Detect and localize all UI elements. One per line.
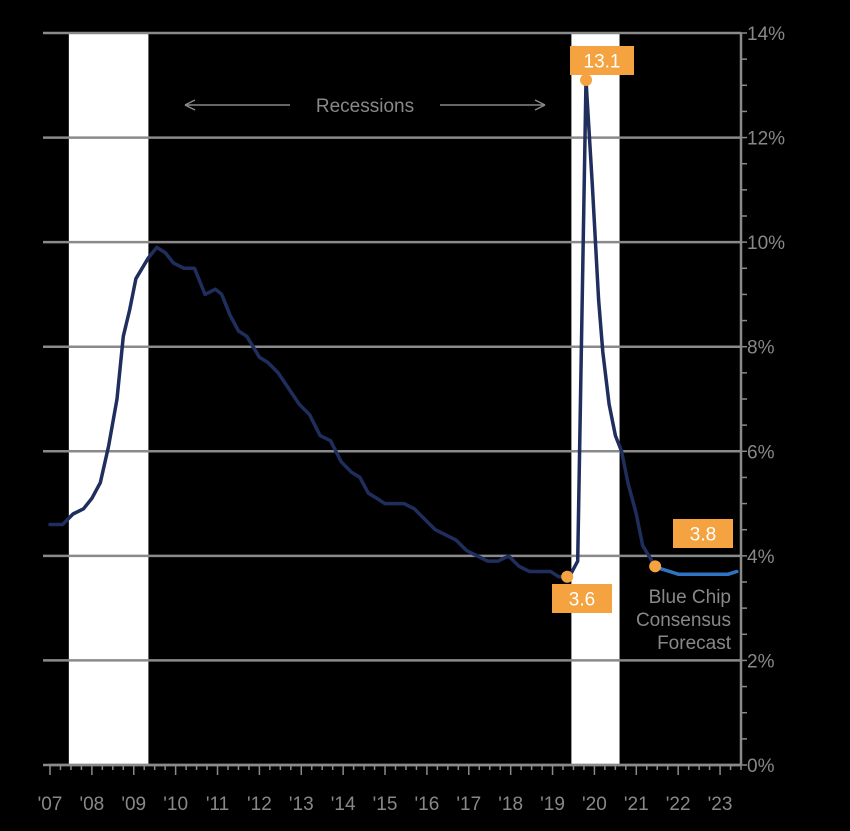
x-tick-label: '12 [247,794,272,815]
actual-unemployment-line [48,78,657,579]
y-tick-label: 10% [747,233,785,254]
x-tick-label: '15 [373,794,398,815]
x-tick-label: '13 [289,794,314,815]
y-tick-label: 6% [747,442,775,463]
x-tick-label: '07 [38,794,63,815]
x-tick-label: '21 [624,794,649,815]
y-tick-label: 8% [747,338,775,359]
x-tick-label: '11 [206,794,229,815]
callout-box [570,46,634,75]
axes: 0% 2% 4% 6% 8% 10% 12% 14% '07 '08 '09 '10 '11 '12 '13… [38,24,786,815]
x-tick-label: '18 [498,794,523,815]
y-tick-label: 4% [747,547,775,568]
callout-marker [580,74,593,87]
callouts: 13.1 3.6 3.8 [552,46,733,613]
x-tick-label: '17 [456,794,481,815]
arrow-left-icon [184,99,196,111]
x-tick-label: '20 [582,794,607,815]
callout-box [673,519,733,548]
gridlines [43,31,741,767]
x-tick-label: '09 [121,794,146,815]
x-tick-label: '08 [79,794,104,815]
callout-box [552,584,612,613]
x-tick-label: '16 [415,794,440,815]
recession-band-0 [68,33,149,765]
callout-marker [561,570,574,583]
forecast-label-line: Blue Chip [649,587,731,608]
y-tick-label: 12% [747,129,785,150]
recessions-label: Recessions [316,96,414,117]
recession-bands [68,33,620,765]
callout-label: 3.8 [690,525,716,546]
arrow-right-icon [534,99,546,111]
y-tick-label: 2% [747,651,775,672]
x-tick-label: '19 [540,794,565,815]
forecast-label-line: Consensus [636,610,731,631]
callout-marker [649,560,662,573]
recession-band-1 [571,33,620,765]
x-tick-label: '22 [666,794,691,815]
forecast-label-line: Forecast [657,633,732,654]
callout-label: 3.6 [569,590,595,611]
x-tick-label: '14 [331,794,356,815]
x-tick-label: '23 [708,794,733,815]
forecast-line [653,564,739,576]
x-tick-label: '10 [163,794,188,815]
callout-label: 13.1 [584,52,621,73]
series-lines [48,78,739,579]
recessions-annotation: Recessions [184,96,546,117]
y-tick-label: 0% [747,756,775,777]
y-tick-label: 14% [747,24,785,45]
